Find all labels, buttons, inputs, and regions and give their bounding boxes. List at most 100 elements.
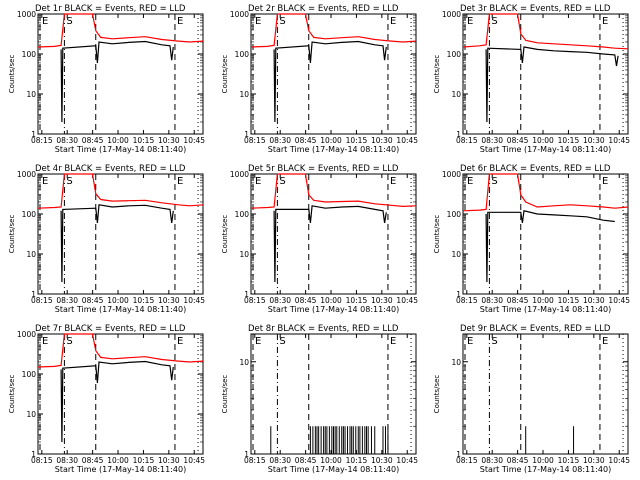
x-tick-label: 10:15 [346,296,368,305]
x-tick-label: 08:30 [269,296,291,305]
x-tick-label: 08:45 [295,296,317,305]
y-tick-label: 10 [26,410,36,419]
x-axis-label: Start Time (17-May-14 08:11:40) [55,145,186,154]
x-tick-label: 10:00 [107,456,129,465]
x-tick-label: 10:15 [133,456,155,465]
x-tick-label: 08:45 [295,136,317,145]
x-axis-label: Start Time (17-May-14 08:11:40) [55,465,186,474]
time-marker-label: S [491,16,497,27]
x-tick-label: 10:00 [532,296,554,305]
plot-frame [37,333,204,455]
x-tick-label: 10:30 [158,456,180,465]
x-tick-label: 10:00 [320,136,342,145]
x-tick-label: 10:45 [396,136,418,145]
x-tick-label: 08:15 [31,136,53,145]
y-tick-label: 10 [451,358,461,367]
y-axis-label: Counts/sec [433,55,441,94]
x-tick-label: 10:15 [133,136,155,145]
time-marker-label: E [255,336,261,347]
events-series-line [273,205,387,283]
y-tick-label: 1 [456,450,461,459]
x-tick-label: 08:45 [82,136,104,145]
x-tick-label: 08:15 [31,296,53,305]
x-tick-label: 10:15 [346,136,368,145]
x-tick-label: 08:15 [244,456,266,465]
chart-title: Det 1r BLACK = Events, RED = LLD [35,4,186,14]
y-tick-label: 10 [451,90,461,99]
x-tick-label: 08:15 [31,456,53,465]
time-marker-label: S [66,336,72,347]
x-tick-label: 10:45 [608,296,630,305]
x-tick-label: 08:45 [507,136,529,145]
chart-title: Det 3r BLACK = Events, RED = LLD [460,4,611,14]
x-tick-label: 08:45 [507,296,529,305]
y-tick-label: 10 [26,250,36,259]
time-marker-label: E [42,176,48,187]
lld-series-line [37,333,204,368]
x-tick-label: 10:45 [608,136,630,145]
y-tick-label: 1 [244,130,249,139]
x-tick-label: 08:15 [456,296,478,305]
x-axis-label: Start Time (17-May-14 08:11:40) [268,305,399,314]
lld-series-line [462,13,629,50]
x-tick-label: 10:30 [371,456,393,465]
y-axis-label: Counts/sec [8,375,16,414]
time-marker-label: S [279,16,285,27]
time-marker-label: E [255,176,261,187]
x-tick-label: 10:45 [608,456,630,465]
y-axis-label: Counts/sec [433,215,441,254]
x-tick-label: 10:15 [346,456,368,465]
x-tick-label: 10:00 [532,136,554,145]
x-tick-label: 08:45 [82,456,104,465]
x-tick-label: 10:30 [158,296,180,305]
x-tick-label: 08:30 [269,136,291,145]
plot-frame [250,13,417,135]
x-tick-label: 08:15 [244,136,266,145]
chart-panel-8: Det 8r BLACK = Events, RED = LLD 1 10 08:15… [221,324,418,474]
time-marker-label: E [177,16,183,27]
y-axis-label: Counts/sec [433,375,441,414]
x-tick-label: 10:15 [133,296,155,305]
time-marker-label: E [602,336,608,347]
x-tick-label: 10:00 [532,456,554,465]
y-tick-label: 1000 [230,10,249,19]
time-marker-label: S [279,336,285,347]
x-tick-label: 08:15 [456,136,478,145]
time-marker-label: E [602,16,608,27]
x-tick-label: 10:15 [558,296,580,305]
x-tick-label: 10:45 [183,456,205,465]
chart-title: Det 9r BLACK = Events, RED = LLD [460,324,611,334]
chart-panel-9: Det 9r BLACK = Events, RED = LLD 1 10 08:15… [433,324,630,474]
x-tick-label: 08:30 [481,136,503,145]
y-tick-label: 1000 [17,10,36,19]
events-series-line [60,204,174,283]
x-tick-label: 08:15 [456,456,478,465]
events-series-line [60,40,174,123]
lld-series-line [37,13,204,48]
y-tick-label: 1 [31,450,36,459]
time-marker-label: S [491,336,497,347]
y-tick-label: 1000 [230,170,249,179]
y-axis-label: Counts/sec [221,215,229,254]
time-marker-label: E [602,176,608,187]
lld-series-line [462,173,629,212]
y-tick-label: 10 [26,90,36,99]
events-series-line [273,40,387,123]
time-marker-label: E [390,336,396,347]
y-tick-label: 1 [31,130,36,139]
x-axis-label: Start Time (17-May-14 08:11:40) [268,465,399,474]
y-tick-label: 10 [451,250,461,259]
x-tick-label: 08:30 [481,296,503,305]
x-tick-label: 10:00 [107,136,129,145]
lld-series-line [37,173,204,209]
x-tick-label: 10:45 [396,296,418,305]
time-marker-label: S [66,16,72,27]
events-series-line [60,360,174,443]
x-axis-label: Start Time (17-May-14 08:11:40) [268,145,399,154]
y-tick-label: 1 [456,130,461,139]
x-tick-label: 10:15 [558,136,580,145]
x-tick-label: 08:15 [244,296,266,305]
x-tick-label: 08:45 [507,456,529,465]
y-tick-label: 1000 [442,170,461,179]
chart-title: Det 2r BLACK = Events, RED = LLD [248,4,399,14]
